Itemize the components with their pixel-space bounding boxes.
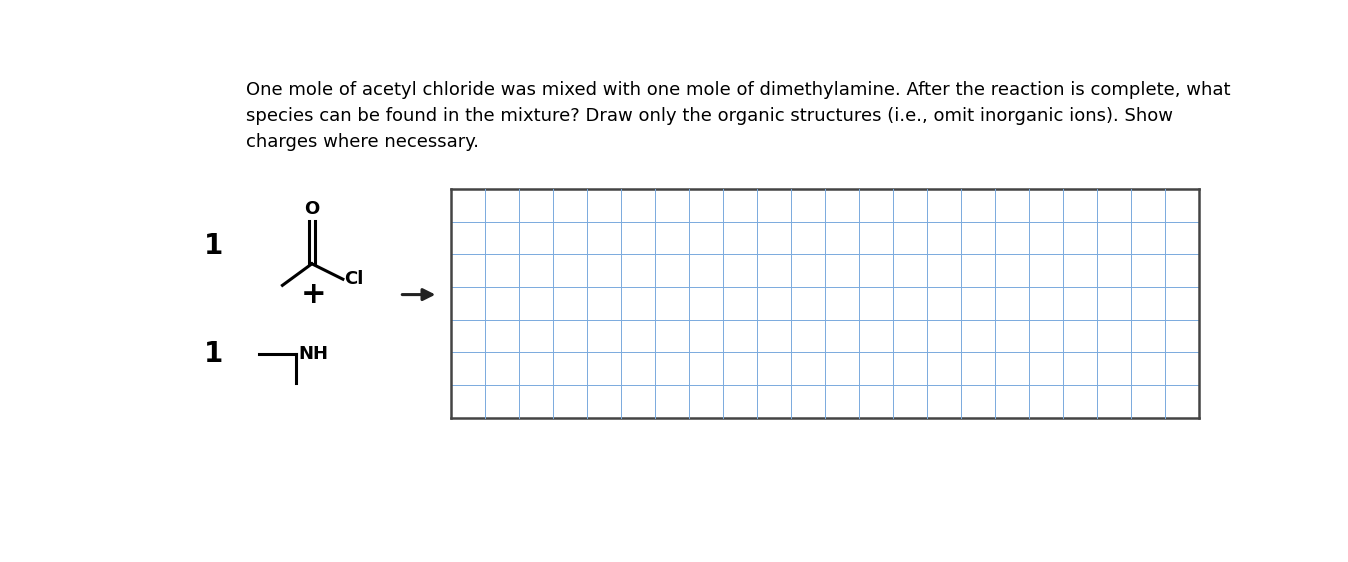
Text: 1: 1 bbox=[204, 340, 222, 368]
Text: One mole of acetyl chloride was mixed with one mole of dimethylamine. After the : One mole of acetyl chloride was mixed wi… bbox=[245, 81, 1231, 151]
Text: Cl: Cl bbox=[345, 270, 364, 288]
Text: +: + bbox=[301, 280, 326, 309]
Text: O: O bbox=[305, 201, 319, 219]
Text: 1: 1 bbox=[204, 232, 222, 260]
Text: NH: NH bbox=[298, 345, 328, 363]
